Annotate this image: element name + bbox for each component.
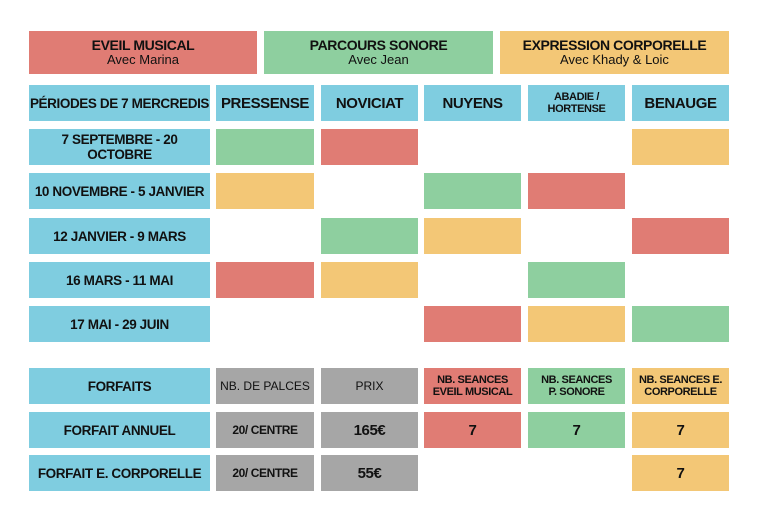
- forfait-corporelle-count: 7: [632, 412, 729, 448]
- period-label: 16 MARS - 11 MAI: [29, 262, 210, 298]
- forfait-row-label: FORFAIT ANNUEL: [29, 412, 210, 448]
- forfaits-header-sonore: NB. SEANCES P. SONORE: [528, 368, 625, 404]
- schedule-cell-eveil-musical: [632, 218, 729, 254]
- schedule-cell-expression-corporelle: [216, 173, 314, 209]
- forfait-sonore-count: 7: [528, 412, 625, 448]
- centre-header-benauge: BENAUGE: [632, 85, 729, 121]
- schedule-cell-eveil-musical: [424, 306, 521, 342]
- forfait-places: 20/ CENTRE: [216, 455, 314, 491]
- forfaits-header-eveil: NB. SEANCES EVEIL MUSICAL: [424, 368, 521, 404]
- forfaits-header-price: PRIX: [321, 368, 418, 404]
- period-label: 17 MAI - 29 JUIN: [29, 306, 210, 342]
- forfait-price: 55€: [321, 455, 418, 491]
- schedule-cell-parcours-sonore: [216, 129, 314, 165]
- legend-expression-corporelle: EXPRESSION CORPORELLE Avec Khady & Loic: [500, 31, 729, 74]
- forfait-places: 20/ CENTRE: [216, 412, 314, 448]
- legend-sonore-title: PARCOURS SONORE: [309, 37, 448, 53]
- schedule-cell-eveil-musical: [321, 129, 418, 165]
- period-label: 10 NOVEMBRE - 5 JANVIER: [29, 173, 210, 209]
- period-label: 7 SEPTEMBRE - 20 OCTOBRE: [29, 129, 210, 165]
- schedule-cell-eveil-musical: [216, 262, 314, 298]
- forfait-corporelle-count: 7: [632, 455, 729, 491]
- schedule-cell-expression-corporelle: [321, 262, 418, 298]
- schedule-cell-eveil-musical: [528, 173, 625, 209]
- schedule-cell-parcours-sonore: [424, 173, 521, 209]
- forfait-price: 165€: [321, 412, 418, 448]
- forfaits-header-label: FORFAITS: [29, 368, 210, 404]
- legend-sonore-subtitle: Avec Jean: [348, 52, 409, 67]
- forfait-eveil-count: 7: [424, 412, 521, 448]
- schedule-cell-expression-corporelle: [632, 129, 729, 165]
- schedule-cell-parcours-sonore: [321, 218, 418, 254]
- legend-corporelle-title: EXPRESSION CORPORELLE: [522, 37, 707, 53]
- legend-eveil-musical: EVEIL MUSICAL Avec Marina: [29, 31, 257, 74]
- forfaits-header-eveil-label: NB. SEANCES EVEIL MUSICAL: [432, 374, 513, 398]
- schedule-cell-expression-corporelle: [528, 306, 625, 342]
- centre-header-pressense: PRESSENSE: [216, 85, 314, 121]
- centre-header-abadie-label: ABADIE / HORTENSE: [547, 91, 606, 115]
- forfaits-header-corporelle: NB. SEANCES E. CORPORELLE: [632, 368, 729, 404]
- schedule-cell-parcours-sonore: [528, 262, 625, 298]
- period-label: 12 JANVIER - 9 MARS: [29, 218, 210, 254]
- legend-corporelle-subtitle: Avec Khady & Loic: [560, 52, 669, 67]
- legend-eveil-title: EVEIL MUSICAL: [91, 37, 195, 53]
- centre-header-noviciat: NOVICIAT: [321, 85, 418, 121]
- forfaits-header-corporelle-label: NB. SEANCES E. CORPORELLE: [638, 374, 723, 398]
- legend-parcours-sonore: PARCOURS SONORE Avec Jean: [264, 31, 493, 74]
- centre-header-abadie-hortense: ABADIE / HORTENSE: [528, 85, 625, 121]
- forfaits-header-sonore-label: NB. SEANCES P. SONORE: [541, 374, 612, 398]
- centre-header-nuyens: NUYENS: [424, 85, 521, 121]
- periods-corner-label: PÉRIODES DE 7 MERCREDIS: [29, 85, 210, 121]
- legend-eveil-subtitle: Avec Marina: [106, 52, 179, 67]
- schedule-cell-expression-corporelle: [424, 218, 521, 254]
- forfait-row-label: FORFAIT E. CORPORELLE: [29, 455, 210, 491]
- schedule-cell-parcours-sonore: [632, 306, 729, 342]
- forfaits-header-places: NB. DE PALCES: [216, 368, 314, 404]
